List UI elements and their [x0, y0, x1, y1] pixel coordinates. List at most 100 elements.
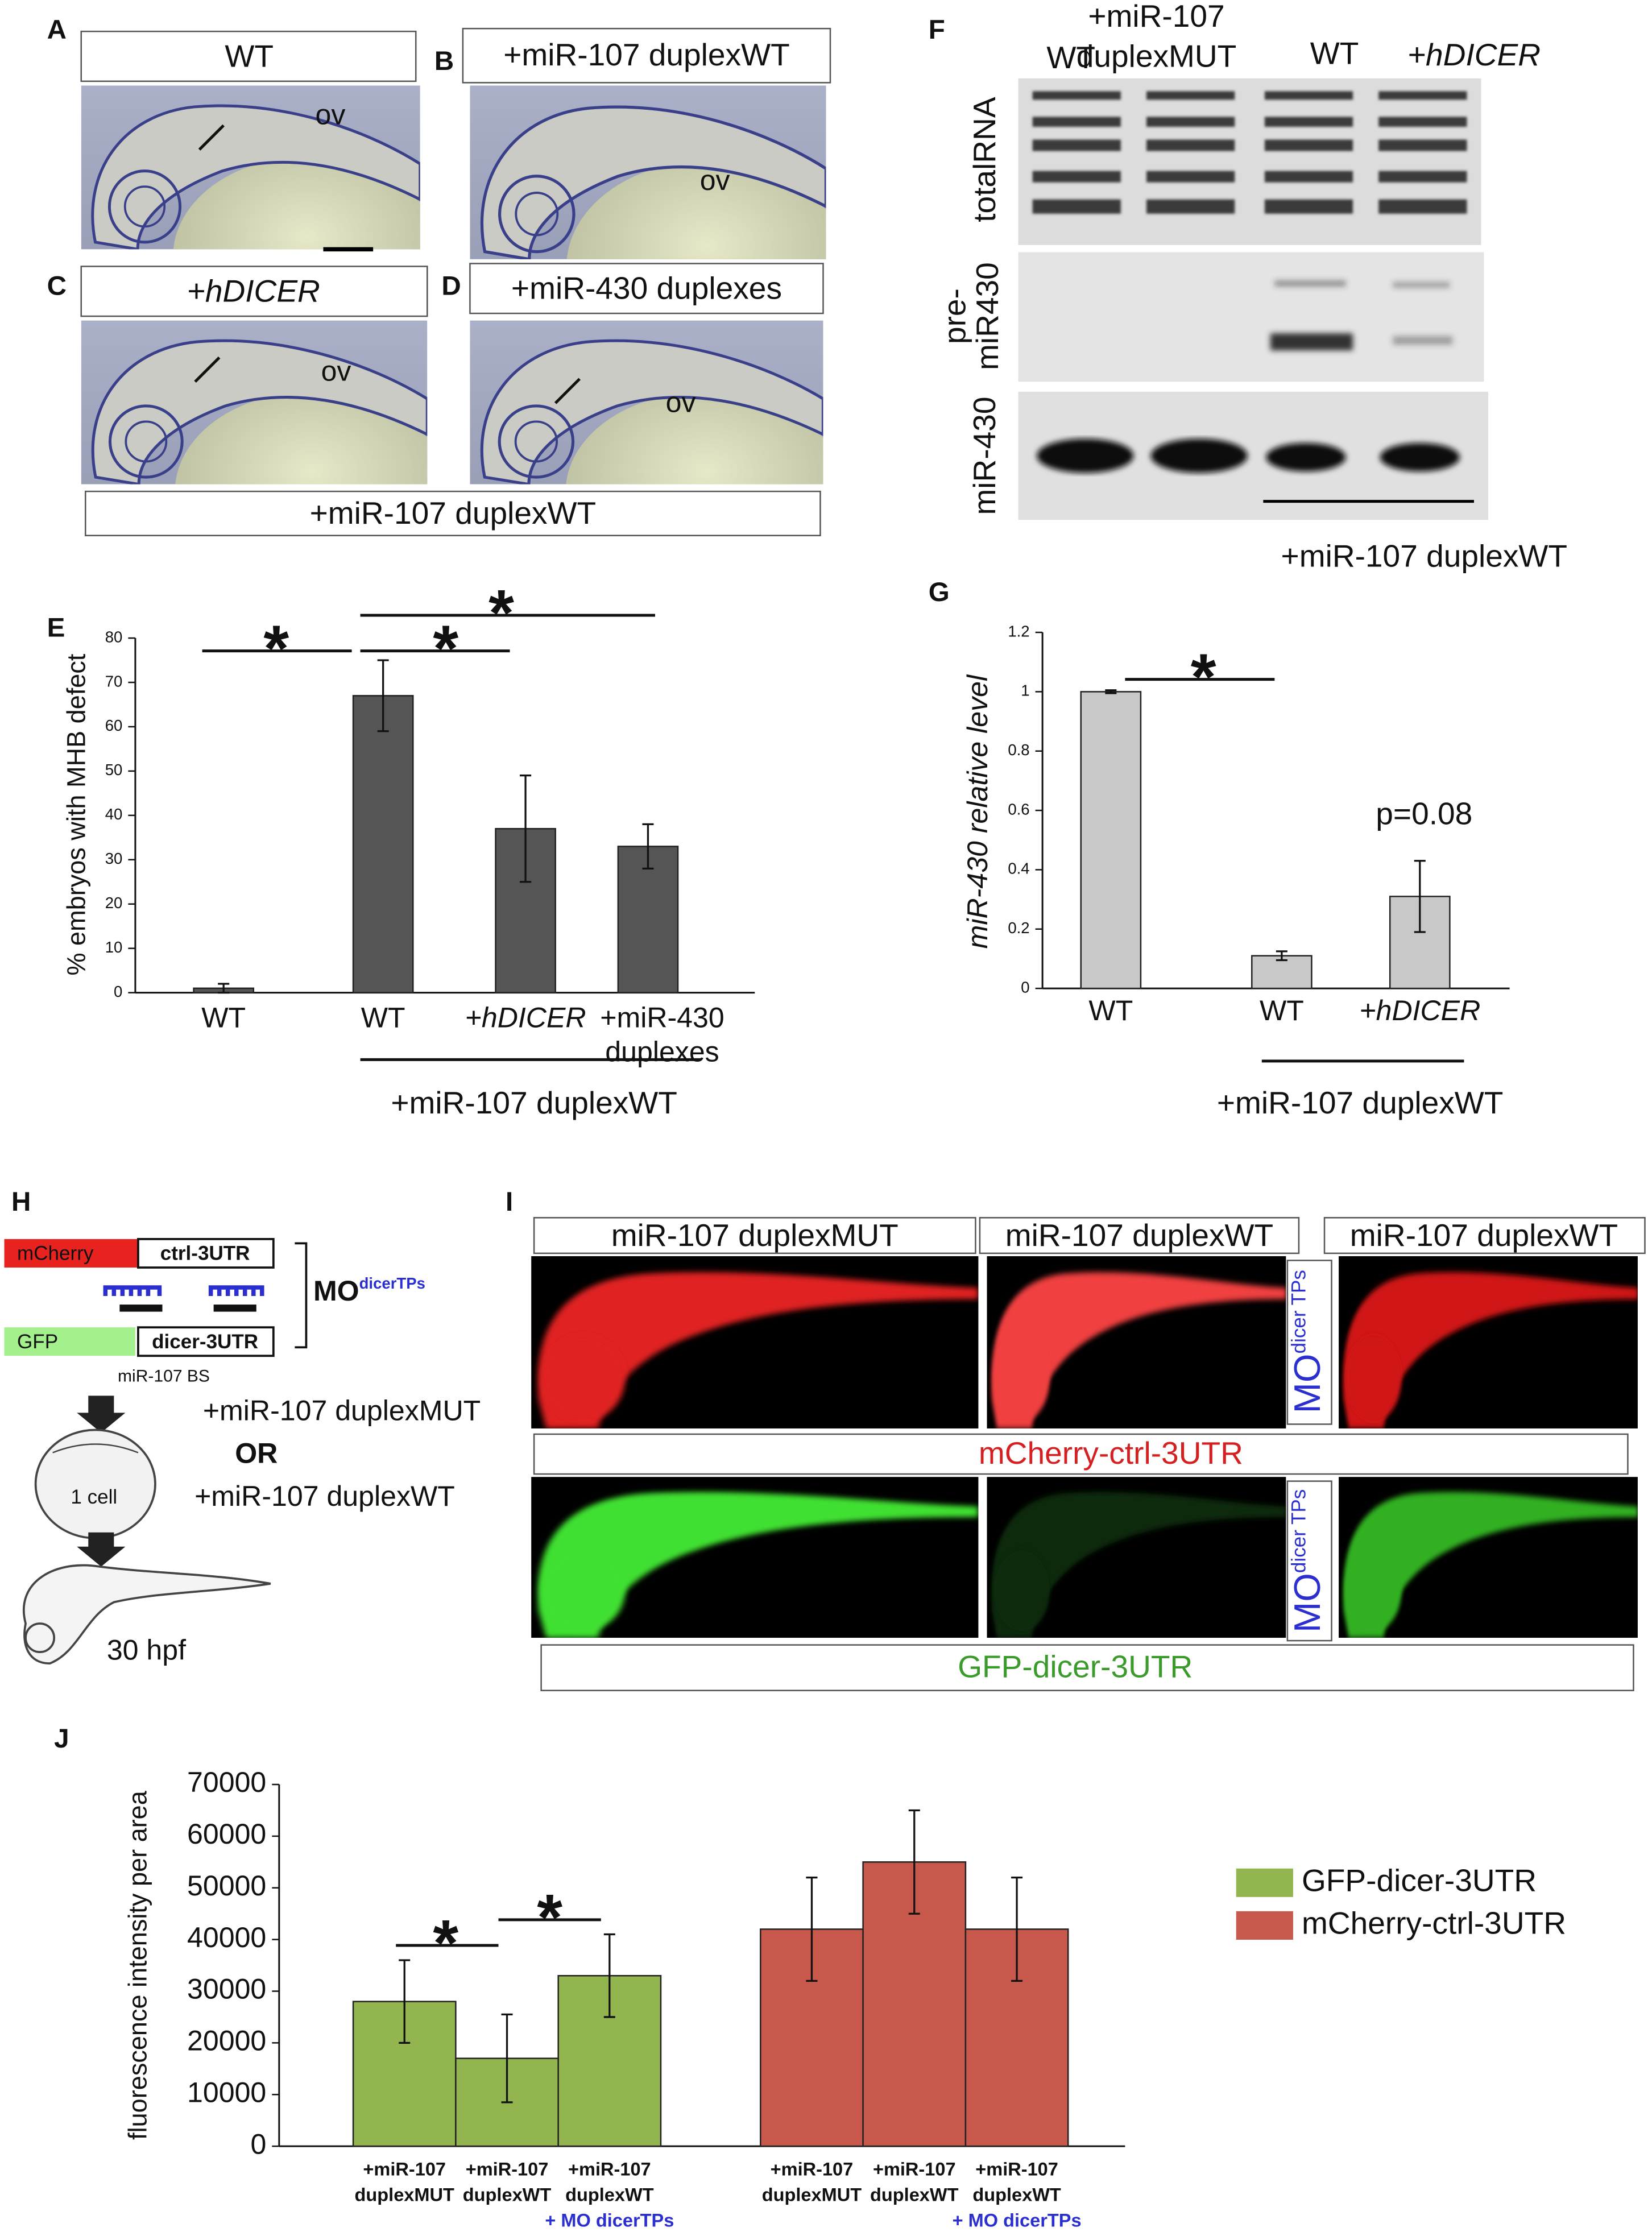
reporter-label: mCherry-ctrl-3UTR	[979, 1435, 1243, 1471]
bar	[1080, 691, 1142, 989]
region-label: ov	[321, 355, 351, 387]
site-label: miR-107 BS	[118, 1367, 210, 1386]
error-bar	[603, 1933, 615, 2018]
error-bar	[806, 1876, 818, 1982]
y-tick-label: 30	[105, 850, 123, 867]
panel-letter: I	[506, 1187, 513, 1217]
significance-label: *	[488, 577, 514, 649]
x-tick-label: WT	[361, 1001, 405, 1033]
row-label: miR430	[970, 262, 1005, 370]
cell-drawing	[52, 1443, 139, 1454]
y-tick-label: 10	[105, 938, 123, 956]
panel-label: +miR-430 duplexes	[511, 271, 782, 306]
error-bar	[1414, 860, 1426, 933]
utr-label: ctrl-3UTR	[160, 1243, 250, 1265]
y-tick-label: 80	[105, 628, 123, 645]
legend-label: mCherry-ctrl-3UTR	[1302, 1905, 1566, 1940]
x-tick-label: + MO dicerTPs	[953, 2210, 1082, 2230]
label-box	[979, 1217, 1300, 1254]
column-label: duplexMUT	[1077, 38, 1237, 73]
x-tick-label: + MO dicerTPs	[545, 2210, 674, 2230]
fluorescence-image	[987, 1256, 1286, 1428]
label-box	[85, 490, 821, 536]
gel-mir430	[1018, 391, 1489, 520]
column-label: WT	[1310, 35, 1359, 71]
panel-letter: J	[54, 1724, 69, 1754]
x-tick-label: WT	[1088, 995, 1133, 1026]
panel-letter: B	[434, 46, 454, 76]
column-label: WT	[1046, 40, 1095, 75]
y-tick-label: 70000	[187, 1766, 266, 1798]
fluorescence-image	[987, 1477, 1286, 1638]
morpholino-label: MOdicerTPs	[313, 1274, 425, 1307]
y-axis-label: % embryos with MHB defect	[62, 653, 91, 975]
utr-box	[137, 1237, 275, 1269]
panel-letter: A	[47, 15, 67, 45]
legend-label: GFP-dicer-3UTR	[1302, 1862, 1537, 1898]
x-tick-label: +miR-430	[600, 1001, 724, 1033]
label-box	[1286, 1260, 1332, 1425]
y-tick-label: 30000	[187, 1973, 266, 2005]
embryo-image	[81, 321, 449, 591]
x-tick-label: +hDICER	[465, 1001, 586, 1033]
error-bar	[1105, 689, 1117, 694]
error-bar	[377, 659, 389, 732]
morpholino-label: MOdicer TPs	[1286, 1270, 1328, 1413]
arrow	[198, 124, 225, 151]
reporter-label: GFP	[17, 1331, 58, 1353]
panel-letter: H	[11, 1187, 31, 1217]
reporter-box	[4, 1327, 135, 1356]
cell-label: 1 cell	[71, 1486, 117, 1508]
x-tick-label: duplexWT	[870, 2184, 959, 2205]
arrow	[194, 356, 221, 383]
x-tick-label: +miR-107	[466, 2159, 549, 2179]
cell-drawing	[34, 1428, 156, 1539]
error-bar	[399, 1959, 411, 2044]
annotation: p=0.08	[1376, 796, 1472, 831]
x-tick-label: duplexWT	[463, 2184, 552, 2205]
y-tick-label: 0.6	[1008, 800, 1029, 818]
y-tick-label: 50000	[187, 1870, 266, 1902]
or-label: OR	[235, 1438, 278, 1469]
injection-label: +miR-107 duplexMUT	[203, 1395, 481, 1427]
panel-letter: E	[47, 613, 65, 643]
injection-label: +miR-107 duplexWT	[194, 1480, 455, 1512]
region-label: ov	[316, 99, 346, 131]
fluorescence-image	[1339, 1477, 1638, 1638]
group-label: +miR-107 duplexWT	[1217, 1085, 1504, 1120]
reporter-box	[4, 1239, 138, 1268]
row-label: totalRNA	[967, 97, 1002, 222]
panel-letter: C	[47, 271, 67, 301]
y-axis-label: miR-430 relative level	[962, 674, 993, 949]
significance-label: *	[1191, 641, 1216, 714]
x-tick-label: duplexWT	[565, 2184, 654, 2205]
y-tick-label: 20	[105, 894, 123, 912]
bar	[352, 695, 414, 993]
utr-box	[137, 1326, 275, 1357]
y-tick-label: 60	[105, 717, 123, 734]
y-tick-label: 0	[1021, 978, 1029, 996]
x-tick-label: +miR-107	[363, 2159, 446, 2179]
column-label: miR-107 duplexWT	[1350, 1218, 1618, 1253]
column-label: miR-107 duplexWT	[1005, 1218, 1273, 1253]
row-label: miR-430	[967, 396, 1002, 515]
label-box	[540, 1644, 1634, 1691]
y-tick-label: 40000	[187, 1922, 266, 1953]
error-bar	[520, 775, 532, 883]
morpholino-comb	[103, 1285, 264, 1297]
error-bar	[218, 983, 230, 994]
group-label: +miR-107 duplexWT	[391, 1085, 677, 1120]
x-tick-label: WT	[201, 1001, 246, 1033]
error-bar	[908, 1809, 920, 1915]
panel-label: +miR-107 duplexWT	[310, 495, 597, 531]
bar	[617, 846, 679, 993]
y-tick-label: 20000	[187, 2025, 266, 2057]
x-tick-label: +miR-107	[873, 2159, 956, 2179]
embryo-image	[470, 321, 845, 591]
y-tick-label: 1.2	[1008, 622, 1029, 640]
significance-label: *	[263, 612, 289, 685]
x-tick-label: +miR-107	[568, 2159, 651, 2179]
morpholino-label: MOdicer TPs	[1286, 1489, 1328, 1633]
y-tick-label: 70	[105, 672, 123, 690]
